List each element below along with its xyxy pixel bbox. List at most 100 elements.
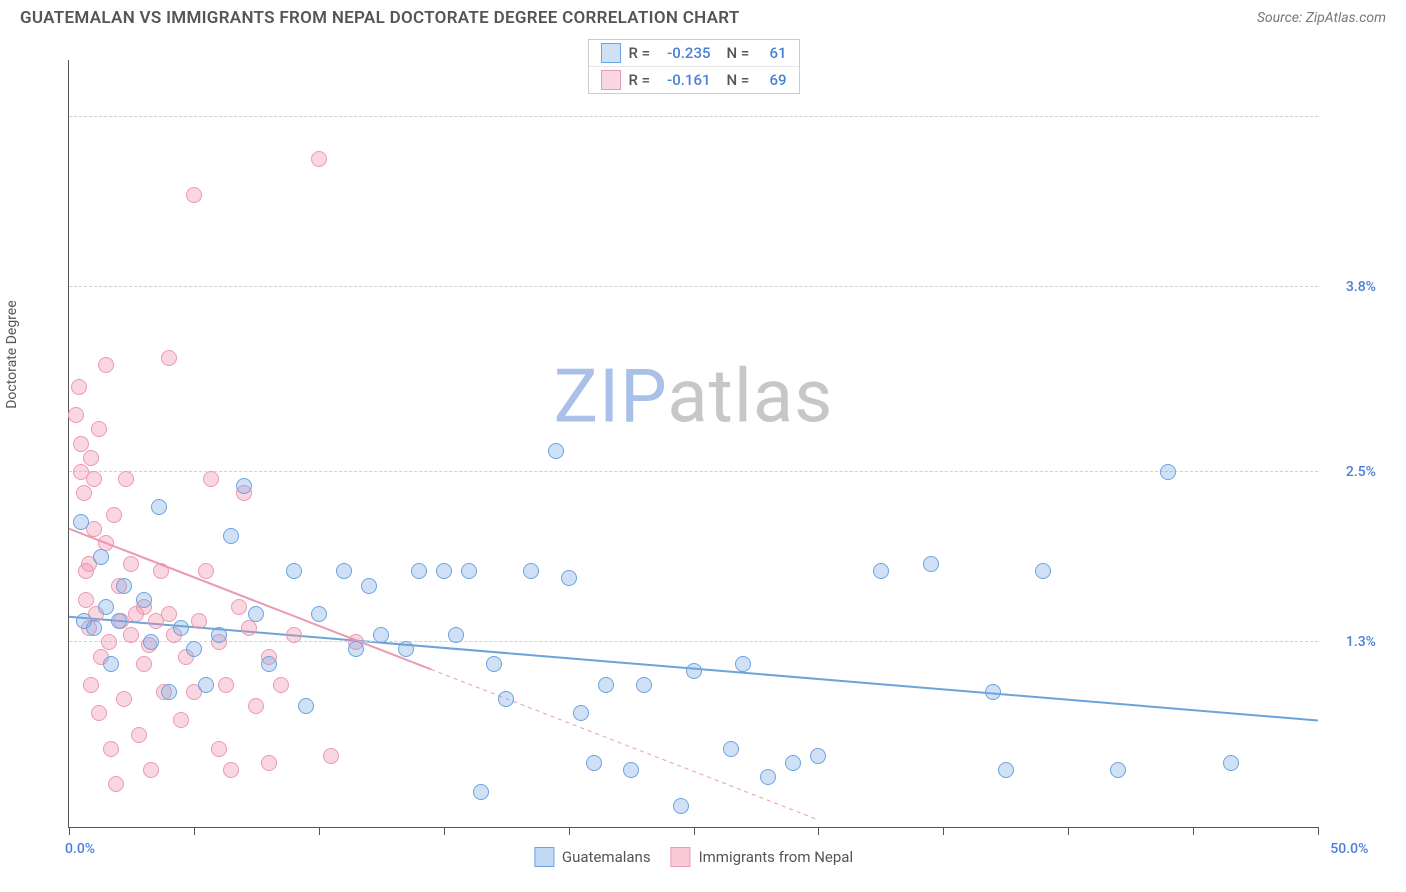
chart-container: Doctorate Degree ZIPatlas R =-0.235N =61…	[20, 38, 1386, 872]
data-point	[373, 627, 389, 643]
data-point	[71, 379, 87, 395]
legend-item: Immigrants from Nepal	[671, 847, 854, 867]
data-point	[1160, 464, 1176, 480]
data-point	[1110, 762, 1126, 778]
data-point	[173, 620, 189, 636]
data-point	[523, 563, 539, 579]
data-point	[218, 677, 234, 693]
x-tick	[694, 827, 695, 835]
data-point	[83, 450, 99, 466]
data-point	[586, 755, 602, 771]
data-point	[211, 741, 227, 757]
data-point	[785, 755, 801, 771]
data-point	[231, 599, 247, 615]
legend-stat-row: R =-0.161N =69	[589, 66, 799, 93]
data-point	[143, 762, 159, 778]
data-point	[361, 578, 377, 594]
y-tick-label: 2.5%	[1346, 464, 1376, 480]
watermark-zip: ZIP	[554, 354, 668, 441]
data-point	[561, 570, 577, 586]
data-point	[723, 741, 739, 757]
legend-swatch	[601, 70, 621, 90]
data-point	[548, 443, 564, 459]
x-tick	[69, 827, 70, 835]
data-point	[1223, 755, 1239, 771]
data-point	[161, 350, 177, 366]
data-point	[198, 563, 214, 579]
data-point	[73, 436, 89, 452]
x-tick	[1068, 827, 1069, 835]
x-tick	[1318, 827, 1319, 835]
gridline	[69, 116, 1318, 117]
x-tick-label: 50.0%	[1330, 841, 1368, 857]
data-point	[173, 712, 189, 728]
data-point	[473, 784, 489, 800]
data-point	[186, 641, 202, 657]
data-point	[573, 705, 589, 721]
legend-r-value: -0.235	[661, 44, 711, 62]
data-point	[261, 656, 277, 672]
data-point	[98, 357, 114, 373]
x-tick	[194, 827, 195, 835]
data-point	[248, 698, 264, 714]
legend-n-key: N =	[727, 44, 751, 62]
data-point	[873, 563, 889, 579]
data-point	[1035, 563, 1051, 579]
x-tick	[943, 827, 944, 835]
data-point	[68, 407, 84, 423]
data-point	[191, 613, 207, 629]
data-point	[86, 620, 102, 636]
legend-swatch	[601, 43, 621, 63]
x-tick	[444, 827, 445, 835]
data-point	[236, 478, 252, 494]
data-point	[118, 471, 134, 487]
y-tick-label: 3.8%	[1346, 279, 1376, 295]
header: GUATEMALAN VS IMMIGRANTS FROM NEPAL DOCT…	[0, 0, 1406, 32]
data-point	[161, 684, 177, 700]
data-point	[486, 656, 502, 672]
data-point	[760, 769, 776, 785]
gridline	[69, 471, 1318, 472]
data-point	[286, 627, 302, 643]
data-point	[91, 421, 107, 437]
legend-label: Guatemalans	[562, 848, 651, 866]
data-point	[143, 634, 159, 650]
legend-stats: R =-0.235N =61R =-0.161N =69	[588, 39, 800, 94]
data-point	[411, 563, 427, 579]
data-point	[76, 485, 92, 501]
data-point	[598, 677, 614, 693]
data-point	[923, 556, 939, 572]
data-point	[636, 677, 652, 693]
legend-stat-row: R =-0.235N =61	[589, 40, 799, 66]
data-point	[436, 563, 452, 579]
legend-series: Guatemalans Immigrants from Nepal	[534, 847, 853, 867]
data-point	[686, 663, 702, 679]
data-point	[336, 563, 352, 579]
data-point	[73, 514, 89, 530]
x-tick	[319, 827, 320, 835]
data-point	[223, 762, 239, 778]
data-point	[273, 677, 289, 693]
data-point	[136, 656, 152, 672]
data-point	[98, 599, 114, 615]
data-point	[311, 151, 327, 167]
data-point	[78, 592, 94, 608]
legend-n-key: N =	[727, 71, 751, 89]
data-point	[108, 776, 124, 792]
data-point	[203, 471, 219, 487]
data-point	[248, 606, 264, 622]
data-point	[211, 627, 227, 643]
data-point	[323, 748, 339, 764]
data-point	[83, 677, 99, 693]
data-point	[498, 691, 514, 707]
legend-swatch	[671, 847, 691, 867]
data-point	[298, 698, 314, 714]
data-point	[131, 727, 147, 743]
data-point	[103, 656, 119, 672]
data-point	[111, 613, 127, 629]
data-point	[136, 592, 152, 608]
data-point	[198, 677, 214, 693]
plot-area: ZIPatlas R =-0.235N =61R =-0.161N =69 Gu…	[68, 60, 1318, 828]
data-point	[116, 691, 132, 707]
legend-label: Immigrants from Nepal	[699, 848, 854, 866]
